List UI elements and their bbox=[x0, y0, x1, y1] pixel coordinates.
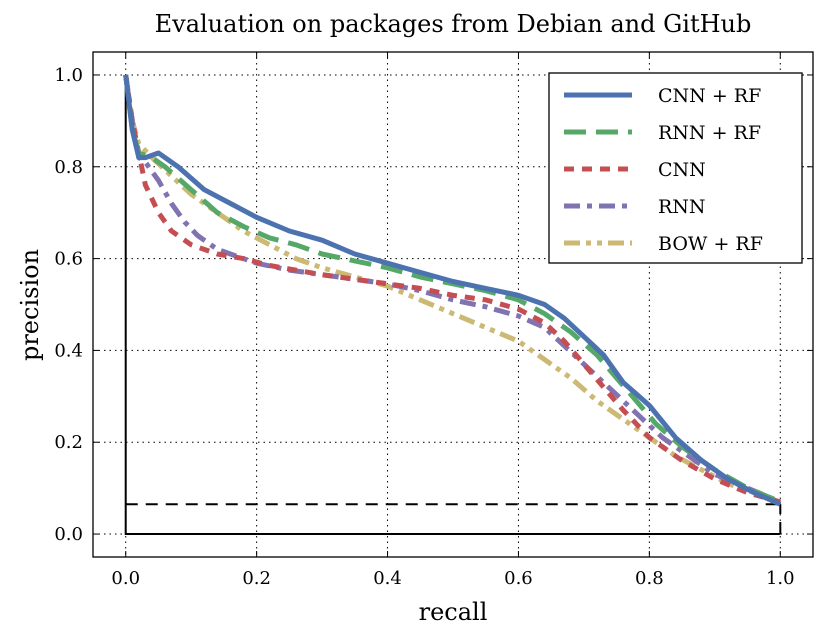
legend-label: RNN bbox=[658, 196, 706, 218]
y-tick-label: 1.0 bbox=[54, 65, 83, 86]
series-line-rnn bbox=[123, 74, 782, 505]
x-tick-label: 0.2 bbox=[242, 568, 271, 589]
reference-line bbox=[124, 75, 781, 535]
series-line-cnn bbox=[123, 74, 781, 505]
y-tick-label: 0.0 bbox=[54, 524, 83, 545]
series-layer bbox=[123, 74, 782, 535]
x-tick-label: 0.6 bbox=[504, 568, 533, 589]
series-line-cnn-rf bbox=[123, 74, 782, 507]
y-tick-label: 0.2 bbox=[54, 432, 83, 453]
legend: CNN + RF RNN + RF CNN RNN BOW + RF bbox=[548, 72, 803, 264]
x-tick-label: 0.4 bbox=[373, 568, 402, 589]
legend-label: CNN bbox=[658, 159, 706, 181]
legend-label: RNN + RF bbox=[658, 122, 761, 144]
x-tick-label: 0.8 bbox=[635, 568, 664, 589]
series-line-bow-rf bbox=[123, 74, 782, 507]
series-line-rnn-rf bbox=[123, 74, 782, 505]
legend-label: CNN + RF bbox=[658, 85, 761, 107]
legend-label: BOW + RF bbox=[658, 233, 763, 255]
plot-frame bbox=[92, 51, 814, 558]
x-tick-label: 1.0 bbox=[766, 568, 795, 589]
axis-ticks: 0.0 0.2 0.4 0.6 0.8 1.0 0.0 0.2 0.4 0.6 0.8 1.0 bbox=[54, 52, 813, 589]
y-axis-label: precision bbox=[16, 249, 44, 361]
chart-title: Evaluation on packages from Debian and G… bbox=[154, 10, 752, 38]
y-tick-label: 0.6 bbox=[54, 249, 83, 270]
y-tick-label: 0.8 bbox=[54, 157, 83, 178]
y-tick-label: 0.4 bbox=[54, 340, 83, 361]
x-tick-label: 0.0 bbox=[111, 568, 140, 589]
x-axis-label: recall bbox=[419, 598, 488, 626]
